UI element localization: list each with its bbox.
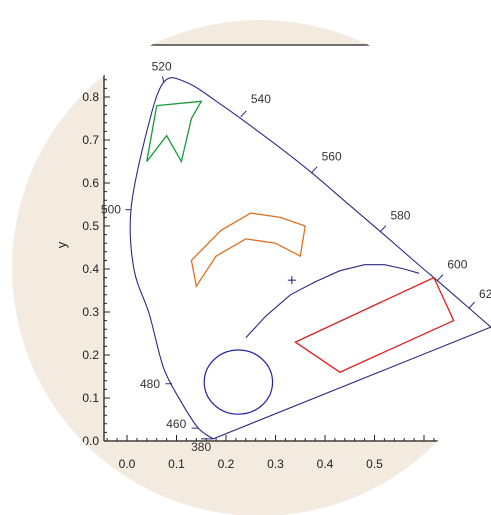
y-tick-label: 0.6 xyxy=(82,176,99,190)
wavelength-leader xyxy=(468,301,475,309)
y-tick-label: 0.8 xyxy=(82,90,99,104)
wavelength-label-580: 580 xyxy=(390,209,410,223)
x-tick-label: 0.0 xyxy=(119,457,136,471)
blue-circle-region xyxy=(203,349,274,415)
planckian-locus-curve xyxy=(245,264,420,339)
wavelength-leader xyxy=(240,110,247,118)
wavelength-label-520: 520 xyxy=(152,59,172,73)
green-region xyxy=(146,100,203,164)
x-tick-label: 0.6 xyxy=(416,457,433,471)
wavelength-label-380: 380 xyxy=(191,440,211,454)
wavelength-leader xyxy=(380,225,387,232)
wavelength-leader xyxy=(311,166,318,174)
x-tick-label: 0.1 xyxy=(168,457,185,471)
x-tick-label: 0.5 xyxy=(366,457,383,471)
wavelength-label-480: 480 xyxy=(140,377,160,391)
wavelength-labels: 380 460 480 500 520 540 560 580 600 620 xyxy=(101,59,491,453)
wavelength-label-460: 460 xyxy=(166,417,186,431)
y-axis-ticks: 0.0 0.1 0.2 0.3 0.4 0.5 0.6 0.7 0.8 xyxy=(82,79,110,448)
color-regions xyxy=(146,100,455,415)
y-tick-label: 0.3 xyxy=(82,305,99,319)
wavelength-label-620: 620 xyxy=(479,287,491,301)
y-tick-label: 0.1 xyxy=(82,391,99,405)
x-tick-label: 0.2 xyxy=(218,457,235,471)
wavelength-label-500: 500 xyxy=(101,203,121,217)
spectral-locus-curve xyxy=(129,77,491,440)
wavelength-label-560: 560 xyxy=(322,150,342,164)
y-tick-label: 0.0 xyxy=(82,434,99,448)
wavelength-leader xyxy=(162,76,165,83)
y-tick-label: 0.2 xyxy=(82,348,99,362)
spectral-locus xyxy=(129,77,491,440)
y-tick-label: 0.7 xyxy=(82,133,99,147)
y-axis-title: y xyxy=(54,241,69,248)
orange-region xyxy=(190,212,306,288)
x-tick-label: 0.3 xyxy=(267,457,284,471)
wavelength-label-540: 540 xyxy=(251,92,271,106)
wavelength-label-600: 600 xyxy=(447,258,467,272)
x-tick-label: 0.4 xyxy=(317,457,334,471)
y-tick-label: 0.5 xyxy=(82,219,99,233)
red-region xyxy=(293,276,455,373)
plot-area xyxy=(104,45,491,440)
y-tick-label: 0.4 xyxy=(82,262,99,276)
wavelength-leader xyxy=(436,274,444,281)
